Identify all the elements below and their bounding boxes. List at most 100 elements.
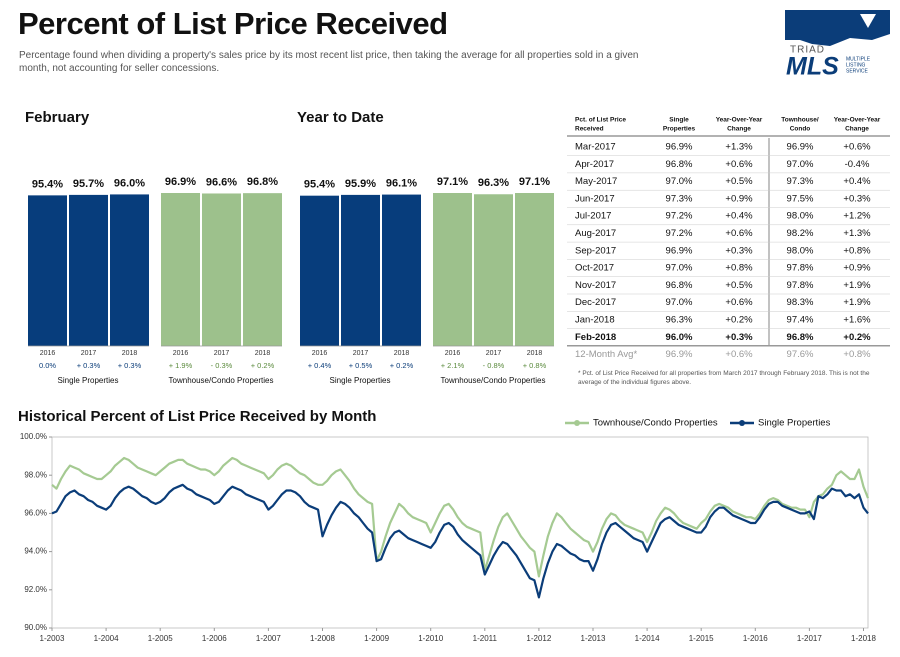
year-label: 2017 [486,350,502,357]
change-label: + 0.8% [523,361,547,370]
table-cell: +1.9% [843,280,871,291]
table-cell: +0.4% [725,211,753,222]
group-label: Single Properties [330,376,391,385]
table-cell: 97.5% [787,193,814,204]
table-header: Condo [790,126,811,133]
table-cell: +0.8% [843,349,871,360]
table-cell: 96.9% [666,245,693,256]
change-label: + 0.4% [308,361,332,370]
table-cell: 98.3% [787,297,814,308]
table-header: Year-Over-Year [716,117,763,124]
chart-title: Historical Percent of List Price Receive… [18,408,376,425]
bar [161,193,200,346]
table-cell: 96.8% [666,159,693,170]
table-cell: Jan-2018 [575,315,615,326]
table-cell: Jul-2017 [575,211,611,222]
value-label: 95.4% [32,178,63,190]
logo-main: MLS [786,53,839,81]
table-cell: Jun-2017 [575,193,615,204]
table-cell: +0.3% [843,193,871,204]
table-cell: Aug-2017 [575,228,616,239]
table-cell: +0.8% [843,245,871,256]
table-cell: Oct-2017 [575,263,614,274]
chart-title: Year to Date [297,109,384,126]
table-cell: Apr-2017 [575,159,614,170]
table-cell: 96.3% [666,315,693,326]
change-label: - 0.8% [483,361,505,370]
value-label: 96.3% [478,177,509,189]
logo-tagline: MULTIPLE [846,56,871,62]
table-cell: 97.8% [787,263,814,274]
table-cell: May-2017 [575,176,617,187]
logo-tagline: LISTING [846,62,866,68]
year-label: 2016 [40,350,56,357]
year-label: 2017 [81,350,97,357]
change-label: + 0.2% [251,361,275,370]
table-cell: +1.3% [725,142,753,153]
bar [474,194,513,346]
table-cell: 97.2% [666,228,693,239]
value-label: 96.1% [386,177,417,189]
change-label: + 0.3% [77,361,101,370]
group-label: Townhouse/Condo Properties [169,376,274,385]
value-label: 96.0% [114,177,145,189]
table-header: Year-Over-Year [834,117,881,124]
group-label: Townhouse/Condo Properties [441,376,546,385]
x-tick-label: 1-2008 [310,634,335,643]
y-tick-label: 92.0% [24,585,47,594]
table-cell: Mar-2017 [575,142,616,153]
value-label: 96.6% [206,176,237,188]
table-cell: 96.9% [787,142,814,153]
year-label: 2018 [255,350,271,357]
table-cell: 97.3% [666,193,693,204]
logo-top: TRIAD [790,45,825,56]
change-label: + 1.9% [169,361,193,370]
legend-label: Townhouse/Condo Properties [593,418,718,429]
logo-mark [860,14,876,28]
x-tick-label: 1-2014 [635,634,660,643]
value-label: 96.8% [247,176,278,188]
bar [243,193,282,346]
table-cell: +0.4% [843,176,871,187]
bar [433,193,472,346]
table-cell: 12-Month Avg* [575,349,637,360]
table-header: Pct. of List Price [575,117,626,124]
table-cell: +0.6% [843,142,871,153]
table-cell: 98.0% [787,245,814,256]
year-label: 2016 [312,350,328,357]
table-header: Single [669,117,689,124]
y-tick-label: 94.0% [24,547,47,556]
year-label: 2017 [353,350,369,357]
year-label: 2017 [214,350,230,357]
x-tick-label: 1-2017 [797,634,822,643]
bar [202,193,241,346]
x-tick-label: 1-2018 [851,634,876,643]
table-cell: +1.3% [843,228,871,239]
page-title: Percent of List Price Received [18,6,448,41]
change-label: + 0.2% [390,361,414,370]
table-cell: 97.0% [666,176,693,187]
x-tick-label: 1-2015 [689,634,714,643]
x-tick-label: 1-2012 [526,634,551,643]
x-tick-label: 1-2005 [148,634,173,643]
x-tick-label: 1-2010 [418,634,443,643]
table-cell: 97.0% [787,159,814,170]
table-cell: 96.9% [666,349,693,360]
table-cell: 98.2% [787,228,814,239]
table-cell: 97.6% [787,349,814,360]
value-label: 97.1% [519,176,550,188]
table-cell: 96.8% [666,280,693,291]
table-cell: +0.5% [725,176,753,187]
y-tick-label: 100.0% [20,432,47,441]
logo: TRIAD MLS MULTIPLE LISTING SERVICE [785,10,890,81]
bar [28,195,67,346]
x-tick-label: 1-2003 [40,634,65,643]
change-label: 0.0% [39,361,56,370]
table-cell: +0.2% [843,332,871,343]
table-cell: +0.6% [725,297,753,308]
x-tick-label: 1-2013 [581,634,606,643]
change-label: - 0.3% [211,361,233,370]
table-cell: 97.0% [666,297,693,308]
table-cell: +0.5% [725,280,753,291]
year-label: 2018 [394,350,410,357]
